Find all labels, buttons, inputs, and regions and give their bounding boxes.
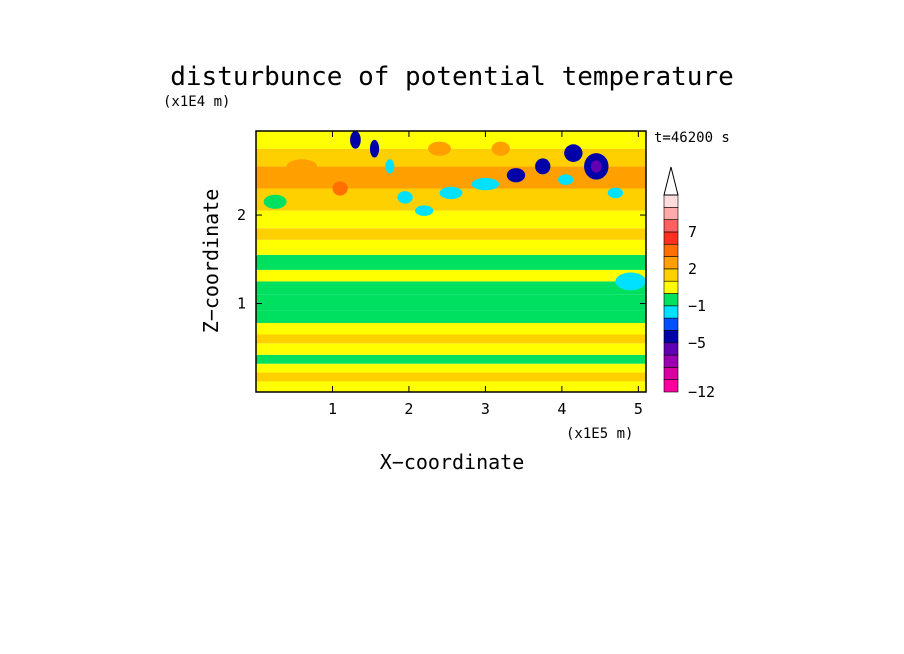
y-tick-label-1: 2 [237,206,246,224]
colorbar-label-3: −5 [688,334,706,352]
contour-band-3 [256,354,646,364]
colorbar-segment-4 [663,330,679,344]
contour-band-11 [256,254,646,270]
colorbar-segment-2 [663,354,679,368]
contour-band-7 [256,310,646,323]
colorbar: 7 2 −1 −5 −12 [663,166,715,401]
contour-blob-0 [350,131,361,149]
colorbar-label-2: −1 [688,297,706,315]
colorbar-segment-8 [663,280,679,294]
colorbar-top-arrow [663,166,679,196]
colorbar-segment-6 [663,305,679,319]
contour-band-10 [256,269,646,282]
x-tick-label-0: 1 [328,400,337,418]
colorbar-segment-3 [663,342,679,356]
contour-blob-8 [535,158,551,175]
colorbar-segment-0 [663,379,679,393]
contour-blob-6 [471,177,500,191]
contour-blob-1 [369,139,380,158]
contour-blob-2 [385,159,395,174]
contour-blob-7 [506,168,526,183]
contour-blob-17 [332,181,348,196]
contour-blob-11 [590,160,602,173]
contour-blob-14 [263,194,287,209]
contour-blob-15 [615,272,646,291]
contour-blob-19 [491,141,510,156]
y-scale-label: (x1E4 m) [163,94,230,110]
plot-frame [255,130,647,393]
x-axis-label: X−coordinate [380,450,525,474]
y-axis-ticks: 12 [237,206,646,313]
contour-blob-12 [558,174,574,185]
contour-band-5 [256,334,646,344]
colorbar-label-1: 2 [688,260,697,278]
contour-band-8 [256,294,646,311]
colorbar-segment-11 [663,243,679,257]
contour-band-0 [256,381,646,392]
colorbar-segment-9 [663,268,679,282]
contour-band-4 [256,343,646,355]
contour-blob-18 [428,141,451,156]
x-tick-label-2: 3 [481,400,490,418]
y-tick-label-0: 1 [237,295,246,313]
contour-blob-5 [439,186,463,200]
y-axis-label: Z−coordinate [199,189,223,334]
contour-band-14 [256,210,646,229]
colorbar-segment-1 [663,367,679,380]
colorbar-segment-15 [663,194,679,208]
contour-blob-16 [286,159,318,174]
contour-band-16 [256,166,646,189]
colorbar-segment-13 [663,219,679,233]
chart-title: disturbunce of potential temperature [170,62,734,92]
contour-band-6 [256,322,646,335]
x-tick-label-4: 5 [634,400,643,418]
contour-band-1 [256,372,646,382]
contour-band-13 [256,228,646,240]
x-tick-label-1: 2 [404,400,413,418]
contour-blob-3 [397,191,413,204]
colorbar-segment-14 [663,207,679,220]
colorbar-label-4: −12 [688,383,715,401]
x-axis-ticks: 1 2 3 4 5 [328,131,643,418]
contour-band-18 [256,131,646,149]
contour-blob-13 [607,187,624,199]
contour-blob-9 [564,144,583,162]
contour-band-9 [256,281,646,295]
contour-band-15 [256,188,646,211]
x-tick-label-3: 4 [557,400,566,418]
contour-band-12 [256,239,646,255]
colorbar-segment-10 [663,256,679,270]
colorbar-segment-5 [663,317,679,331]
x-scale-label: (x1E5 m) [566,426,633,442]
colorbar-segment-12 [663,231,679,245]
contour-band-2 [256,363,646,373]
contour-blob-4 [415,205,434,216]
colorbar-segment-7 [663,293,679,307]
time-label: t=46200 s [654,130,730,146]
contour-field [256,131,646,392]
colorbar-label-0: 7 [688,223,697,241]
